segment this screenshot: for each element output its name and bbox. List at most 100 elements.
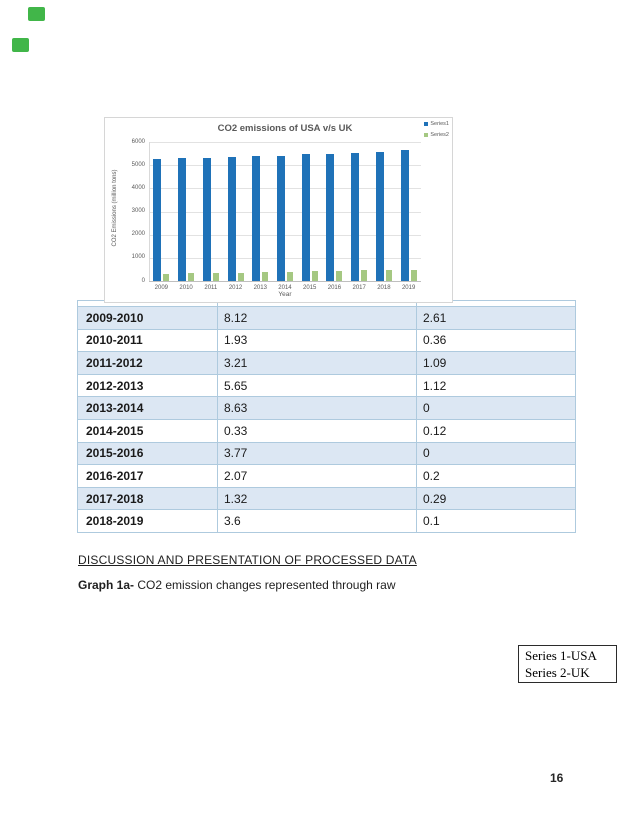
- emissions-change-table: 2009-2010 8.12 2.61 2010-2011 1.93 0.36 2011-2…: [77, 300, 576, 533]
- bar-series2: [212, 272, 219, 281]
- table-cell: 2014-2015: [77, 418, 218, 443]
- textbox-line1: Series 1-USA: [525, 648, 597, 663]
- bar-series2: [361, 270, 368, 281]
- data-table-body: 2009-2010 8.12 2.61 2010-2011 1.93 0.36 2011-2…: [77, 300, 576, 533]
- table-cell: 2017-2018: [77, 486, 218, 511]
- table-row: 2016-2017 2.07 0.2: [77, 464, 576, 488]
- table-cell: 2013-2014: [77, 396, 218, 420]
- y-tick-label: 0: [141, 277, 145, 284]
- table-cell: 0: [416, 396, 576, 420]
- bar-series2: [188, 273, 195, 281]
- y-tick-label: 6000: [131, 138, 145, 145]
- chart-title: CO2 emissions of USA v/s UK: [217, 123, 353, 134]
- table-cell: 0: [416, 441, 576, 466]
- gridline: [149, 257, 421, 259]
- x-tick-label: 2016: [327, 285, 342, 291]
- table-row: 2015-2016 3.77 0: [77, 441, 576, 466]
- x-tick-label: 2012: [228, 285, 243, 291]
- bar-series1: [178, 158, 187, 281]
- section-heading: DISCUSSION AND PRESENTATION OF PROCESSED…: [78, 553, 417, 567]
- table-cell: 3.21: [217, 351, 417, 375]
- bar-series2: [410, 269, 417, 281]
- bar-series1: [301, 154, 310, 281]
- table-row: 2017-2018 1.32 0.29: [77, 486, 576, 511]
- series2-swatch-icon: [424, 133, 429, 137]
- series1-swatch-icon: [424, 122, 429, 126]
- table-row: 2011-2012 3.21 1.09: [77, 351, 576, 375]
- bar-series1: [227, 156, 236, 281]
- legend-entry-series1: Series1: [424, 121, 449, 127]
- table-cell: 2.07: [217, 464, 417, 488]
- table-cell: 0.36: [416, 328, 576, 353]
- bar-series1: [326, 153, 335, 281]
- x-tick-label: 2009: [154, 285, 169, 291]
- series-legend-textbox: Series 1-USA Series 2-UK: [518, 645, 617, 683]
- gridline: [149, 188, 421, 190]
- green-marker: [12, 38, 29, 52]
- x-tick-label: 2015: [303, 285, 317, 291]
- table-cell: 1.93: [217, 328, 417, 353]
- table-cell: 5.65: [217, 373, 417, 398]
- bar-series1: [375, 151, 384, 281]
- textbox-line2: Series 2-UK: [525, 665, 590, 680]
- x-tick-label: 2011: [204, 285, 218, 291]
- table-cell: 1.32: [217, 486, 417, 511]
- bar-series1: [252, 155, 261, 281]
- table-cell: 8.12: [217, 306, 417, 330]
- legend-label: Series2: [430, 132, 449, 138]
- table-cell: 0.33: [217, 418, 417, 443]
- green-marker: [28, 7, 45, 21]
- table-cell: 2016-2017: [77, 464, 218, 488]
- bar-series1: [351, 152, 360, 281]
- table-row: 2013-2014 8.63 0: [77, 396, 576, 420]
- table-cell: 1.12: [416, 373, 576, 398]
- legend-label: Series1: [430, 121, 449, 127]
- x-tick-label: 2010: [179, 285, 193, 291]
- gridline: [149, 211, 421, 213]
- gridline: [149, 165, 421, 167]
- legend-entry-series2: Series2: [424, 132, 449, 138]
- table-cell: 2011-2012: [77, 351, 218, 375]
- table-row: 2014-2015 0.33 0.12: [77, 418, 576, 443]
- x-axis-title: Year: [278, 291, 292, 298]
- co2-bar-chart: CO2 emissions of USA v/s UK Series1 Seri…: [104, 117, 453, 303]
- table-cell: 2015-2016: [77, 441, 218, 466]
- y-tick-label: 3000: [131, 208, 145, 214]
- table-cell: 2010-2011: [77, 328, 218, 353]
- x-tick-label: 2014: [278, 285, 292, 291]
- y-tick-label: 1000: [131, 254, 145, 261]
- table-row: 2009-2010 8.12 2.61: [77, 306, 576, 330]
- table-cell: 2018-2019: [77, 509, 218, 533]
- bar-series1: [277, 155, 285, 281]
- x-tick-label: 2017: [352, 285, 366, 291]
- table-cell: 8.63: [217, 396, 417, 420]
- graph-caption-text: CO2 emission changes represented through…: [134, 578, 396, 592]
- x-tick-label: 2019: [401, 285, 416, 291]
- bar-series1: [400, 150, 409, 281]
- x-tick-label: 2018: [377, 285, 391, 291]
- bar-series2: [385, 270, 392, 281]
- x-tick-label: 2013: [253, 285, 267, 291]
- page-number: 16: [550, 771, 564, 785]
- y-tick-label: 4000: [131, 184, 145, 191]
- table-cell: 0.29: [416, 486, 576, 511]
- y-axis-line: [149, 142, 150, 281]
- table-cell: 2009-2010: [77, 306, 218, 330]
- bar-series2: [311, 270, 318, 281]
- table-cell: 3.6: [217, 509, 417, 533]
- table-cell: 0.12: [416, 418, 576, 443]
- table-cell: 2012-2013: [77, 373, 218, 398]
- table-cell: 2.61: [416, 306, 576, 330]
- table-cell: 1.09: [416, 351, 576, 375]
- bar-series2: [336, 270, 343, 281]
- bar-series2: [163, 274, 170, 281]
- table-cell: 0.1: [416, 509, 576, 533]
- bar-series2: [237, 272, 244, 281]
- bar-series1: [202, 158, 211, 281]
- table-row: 2012-2013 5.65 1.12: [77, 373, 576, 398]
- y-tick-label: 2000: [131, 231, 145, 238]
- table-cell: 0.2: [416, 464, 576, 488]
- gridline: [149, 142, 421, 143]
- graph-caption: Graph 1a- CO2 emission changes represent…: [78, 578, 396, 592]
